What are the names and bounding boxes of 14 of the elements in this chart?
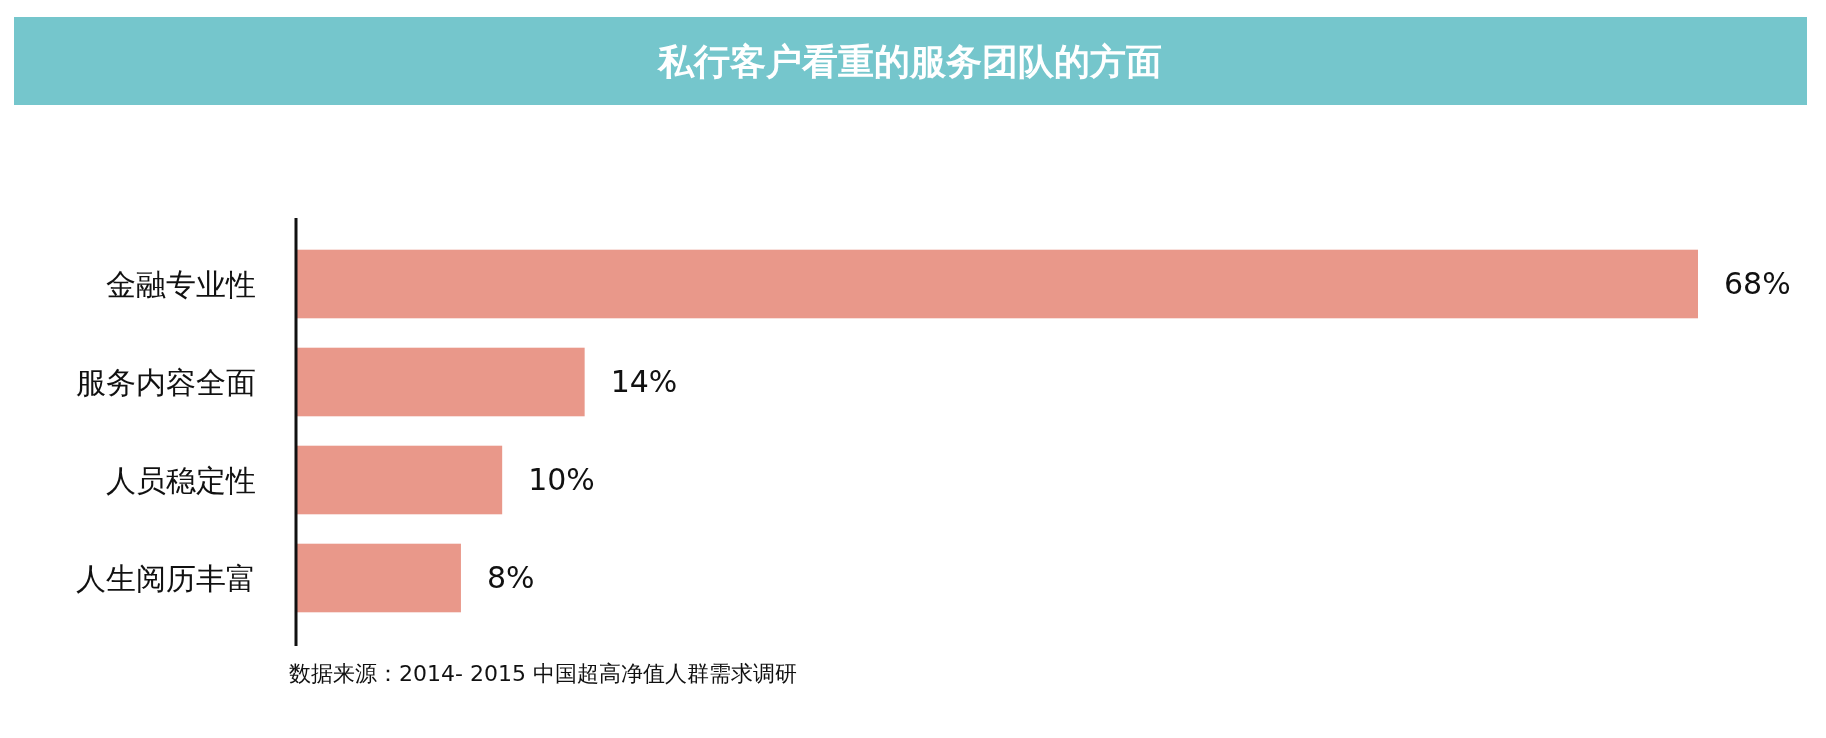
data-label: 8% xyxy=(486,560,535,595)
y-tick-label: 服务内容全面 xyxy=(76,365,256,400)
data-label: 68% xyxy=(1724,266,1791,301)
bar xyxy=(297,249,1698,319)
bar xyxy=(297,543,461,613)
y-tick-label: 金融专业性 xyxy=(106,267,256,302)
y-tick-label: 人员稳定性 xyxy=(106,463,256,498)
bar xyxy=(297,445,503,515)
source-note: 数据来源：2014- 2015 中国超高净值人群需求调研 xyxy=(289,661,797,686)
chart-title: 私行客户看重的服务团队的方面 xyxy=(657,40,1162,82)
y-tick-label: 人生阅历丰富 xyxy=(76,561,256,596)
data-label: 14% xyxy=(610,364,678,399)
data-label: 10% xyxy=(528,462,595,497)
bar xyxy=(297,347,585,417)
